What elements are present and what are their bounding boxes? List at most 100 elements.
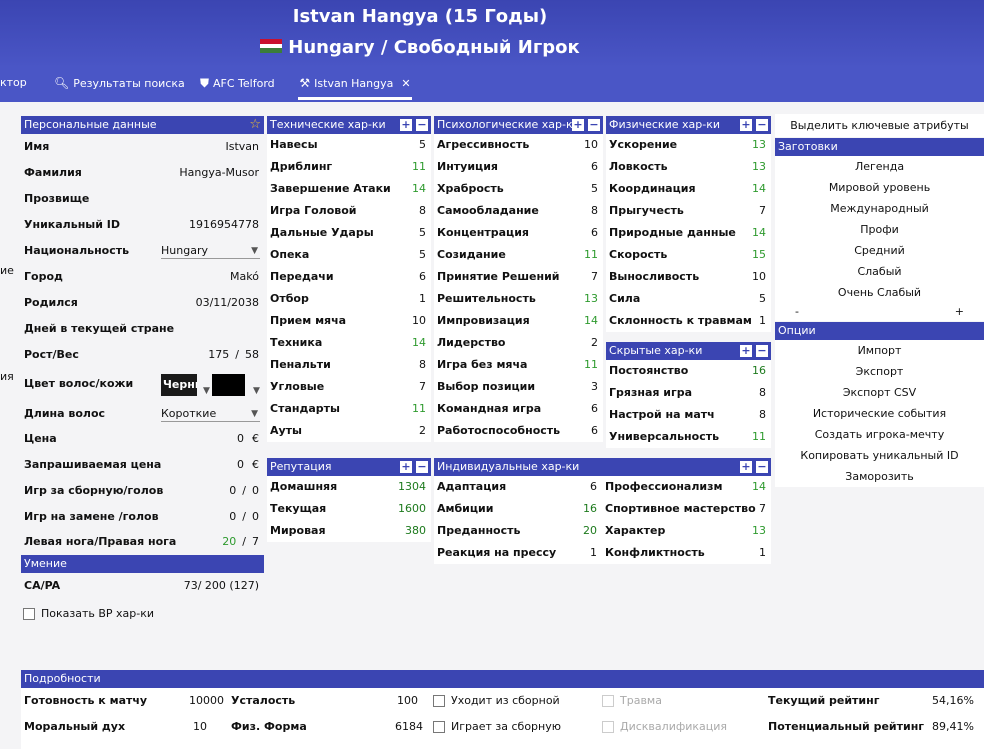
- attribute-row[interactable]: Техника 14: [267, 332, 431, 354]
- attr-value[interactable]: 11: [412, 160, 426, 173]
- attr-value[interactable]: 14: [584, 314, 598, 327]
- attribute-row[interactable]: Мировая 380: [267, 520, 431, 542]
- attr-value[interactable]: 14: [752, 226, 766, 239]
- attribute-row[interactable]: Сила 5: [606, 288, 771, 310]
- attr-value[interactable]: 20 / 7: [222, 530, 259, 553]
- expand-button[interactable]: +: [740, 460, 752, 473]
- attr-value[interactable]: 7: [419, 380, 426, 393]
- attribute-row[interactable]: Стандарты 11: [267, 398, 431, 420]
- attr-value[interactable]: 5: [759, 292, 766, 305]
- attr-value[interactable]: 16: [583, 502, 597, 515]
- hair-color-select[interactable]: Черны: [161, 374, 197, 396]
- attr-value[interactable]: 8: [419, 358, 426, 371]
- attribute-row[interactable]: Храбрость 5: [434, 178, 603, 200]
- plays-for-national-team-row[interactable]: Играет за сборную: [433, 720, 561, 733]
- attr-value[interactable]: 14: [752, 182, 766, 195]
- option-item[interactable]: Импорт: [775, 340, 984, 361]
- option-item[interactable]: Экспорт: [775, 361, 984, 382]
- attribute-row[interactable]: Интуиция 6: [434, 156, 603, 178]
- attr-value[interactable]: 14: [412, 182, 426, 195]
- attribute-row[interactable]: Игра Головой 8: [267, 200, 431, 222]
- option-item[interactable]: Копировать уникальный ID: [775, 445, 984, 466]
- attr-value[interactable]: 380: [405, 524, 426, 537]
- attribute-row[interactable]: Дриблинг 11: [267, 156, 431, 178]
- tab-search-results[interactable]: 🔍︎ Результаты поиска: [54, 76, 185, 90]
- preset-item[interactable]: Очень Слабый: [775, 282, 984, 303]
- preset-item[interactable]: Международный: [775, 198, 984, 219]
- attribute-row[interactable]: Передачи 6: [267, 266, 431, 288]
- attribute-row[interactable]: Ловкость 13: [606, 156, 771, 178]
- attribute-row[interactable]: Пенальти 8: [267, 354, 431, 376]
- attr-value[interactable]: 1: [419, 292, 426, 305]
- attribute-row[interactable]: Прием мяча 10: [267, 310, 431, 332]
- preset-item[interactable]: Легенда: [775, 156, 984, 177]
- attribute-row[interactable]: Адаптация 6: [434, 476, 602, 498]
- attr-value[interactable]: 14: [412, 336, 426, 349]
- attribute-row[interactable]: Лидерство 2: [434, 332, 603, 354]
- attr-value[interactable]: 3: [591, 380, 598, 393]
- tab-afc-telford[interactable]: ⛊ AFC Telford: [200, 76, 275, 91]
- attribute-row[interactable]: Профессионализм 14: [602, 476, 771, 498]
- attr-value[interactable]: 13: [584, 292, 598, 305]
- attr-value[interactable]: 10: [584, 138, 598, 151]
- attr-value[interactable]: 13: [752, 160, 766, 173]
- preset-item[interactable]: Профи: [775, 219, 984, 240]
- attr-value[interactable]: Makó: [230, 264, 259, 290]
- attribute-row[interactable]: Агрессивность 10: [434, 134, 603, 156]
- attr-value[interactable]: 6: [591, 160, 598, 173]
- attribute-row[interactable]: Амбиции 16: [434, 498, 602, 520]
- attribute-row[interactable]: Склонность к травмам 1: [606, 310, 771, 332]
- leaves-national-team-row[interactable]: Уходит из сборной: [433, 694, 560, 707]
- hair-length-select[interactable]: Короткие ▼: [161, 406, 260, 422]
- attribute-row[interactable]: Настрой на матч 8: [606, 404, 771, 426]
- attribute-row[interactable]: Отбор 1: [267, 288, 431, 310]
- collapse-button[interactable]: −: [756, 118, 768, 131]
- collapse-button[interactable]: −: [588, 118, 600, 131]
- attr-value[interactable]: Hangya-Musor: [179, 160, 259, 186]
- tab-istvan-hangya[interactable]: ⚒ Istvan Hangya ✕: [298, 76, 412, 100]
- plus-button[interactable]: +: [954, 305, 964, 318]
- attribute-row[interactable]: Постоянство 16: [606, 360, 771, 382]
- attribute-row[interactable]: Решительность 13: [434, 288, 603, 310]
- attr-value[interactable]: 15: [752, 248, 766, 261]
- attribute-row[interactable]: Самообладание 8: [434, 200, 603, 222]
- show-bp-row[interactable]: Показать BP хар-ки: [21, 607, 264, 620]
- attr-value[interactable]: 11: [412, 402, 426, 415]
- option-item[interactable]: Создать игрока-мечту: [775, 424, 984, 445]
- attribute-row[interactable]: Конфликтность 1: [602, 542, 771, 564]
- expand-button[interactable]: +: [400, 460, 412, 473]
- attr-value[interactable]: 6: [591, 424, 598, 437]
- attribute-row[interactable]: Природные данные 14: [606, 222, 771, 244]
- attribute-row[interactable]: Скорость 15: [606, 244, 771, 266]
- attribute-row[interactable]: Работоспособность 6: [434, 420, 603, 442]
- attr-value[interactable]: 6: [590, 480, 597, 493]
- expand-button[interactable]: +: [740, 344, 752, 357]
- attribute-row[interactable]: Опека 5: [267, 244, 431, 266]
- attr-value[interactable]: 11: [584, 248, 598, 261]
- attr-value[interactable]: 2: [591, 336, 598, 349]
- collapse-button[interactable]: −: [756, 460, 768, 473]
- close-icon[interactable]: ✕: [401, 77, 411, 90]
- attr-value[interactable]: 13: [752, 138, 766, 151]
- attr-value[interactable]: 8: [759, 386, 766, 399]
- leaves-national-team-checkbox[interactable]: [433, 695, 445, 707]
- attribute-row[interactable]: Игра без мяча 11: [434, 354, 603, 376]
- attr-value[interactable]: 8: [591, 204, 598, 217]
- attribute-row[interactable]: Принятие Решений 7: [434, 266, 603, 288]
- attribute-row[interactable]: Завершение Атаки 14: [267, 178, 431, 200]
- collapse-button[interactable]: −: [416, 460, 428, 473]
- attr-value[interactable]: 0 €: [237, 426, 259, 452]
- nationality-select[interactable]: Hungary ▼: [161, 243, 260, 259]
- attribute-row[interactable]: Координация 14: [606, 178, 771, 200]
- attr-value[interactable]: 0 / 0: [229, 504, 259, 530]
- attr-value[interactable]: 5: [419, 138, 426, 151]
- attr-value[interactable]: 1: [759, 546, 766, 559]
- attr-value[interactable]: 1: [759, 314, 766, 327]
- attr-value[interactable]: 10: [412, 314, 426, 327]
- attr-value[interactable]: 5: [419, 226, 426, 239]
- attribute-row[interactable]: Характер 13: [602, 520, 771, 542]
- preset-item[interactable]: Мировой уровень: [775, 177, 984, 198]
- attr-value[interactable]: 6: [591, 226, 598, 239]
- collapse-button[interactable]: −: [756, 344, 768, 357]
- attr-value[interactable]: 8: [759, 408, 766, 421]
